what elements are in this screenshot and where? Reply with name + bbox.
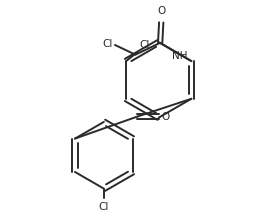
Text: Cl: Cl [99, 202, 109, 211]
Text: Cl: Cl [102, 39, 112, 49]
Text: NH: NH [172, 51, 187, 61]
Text: O: O [162, 112, 170, 121]
Text: O: O [157, 6, 165, 16]
Text: Cl: Cl [139, 40, 150, 50]
